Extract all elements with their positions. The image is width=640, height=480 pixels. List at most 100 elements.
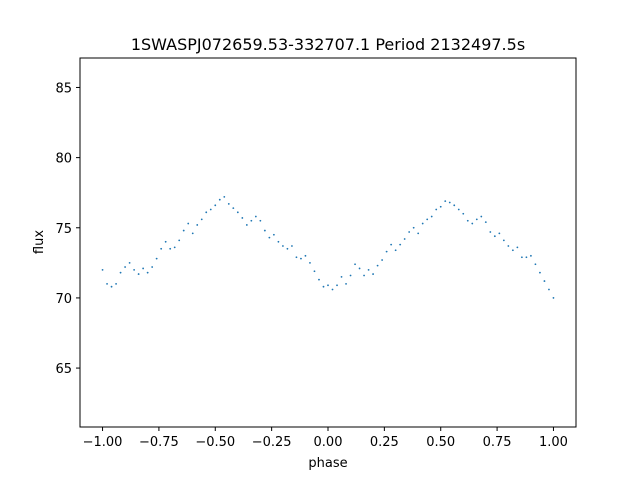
data-point xyxy=(187,222,190,225)
data-point xyxy=(286,247,289,250)
y-tick-label: 85 xyxy=(55,81,72,96)
data-point xyxy=(475,218,478,221)
data-point xyxy=(236,211,239,214)
data-point xyxy=(169,247,172,250)
data-point xyxy=(291,245,293,247)
data-point xyxy=(453,204,456,207)
data-point xyxy=(128,261,131,264)
data-point xyxy=(164,240,167,243)
data-point xyxy=(304,254,307,257)
data-point xyxy=(300,257,302,260)
data-point xyxy=(525,256,528,259)
data-point xyxy=(277,240,280,243)
data-point xyxy=(520,256,523,259)
data-point xyxy=(282,245,284,247)
data-point xyxy=(498,232,501,235)
data-point xyxy=(444,200,447,203)
data-point xyxy=(489,231,492,233)
data-point xyxy=(223,196,226,198)
data-point xyxy=(331,288,334,291)
data-point xyxy=(250,219,253,222)
data-point xyxy=(354,263,356,266)
data-point xyxy=(412,226,415,229)
data-point xyxy=(421,222,424,225)
y-axis: 65 70 75 80 85 xyxy=(55,81,80,377)
data-point xyxy=(394,249,397,252)
data-point xyxy=(146,271,149,274)
data-point xyxy=(466,219,469,222)
data-point xyxy=(435,208,438,211)
x-tick-label: −1.00 xyxy=(83,435,123,450)
data-point xyxy=(539,271,541,274)
data-point xyxy=(173,246,176,249)
data-point xyxy=(142,267,145,270)
data-point xyxy=(155,257,158,260)
data-point xyxy=(493,235,496,238)
chart-title: 1SWASPJ072659.53-332707.1 Period 2132497… xyxy=(131,35,525,54)
data-point xyxy=(227,203,230,205)
data-point xyxy=(457,208,460,211)
data-point xyxy=(390,243,393,246)
data-point xyxy=(340,275,343,278)
data-point xyxy=(336,284,338,287)
data-point xyxy=(385,250,388,253)
data-point xyxy=(218,198,221,201)
data-point xyxy=(322,285,325,288)
data-point xyxy=(417,232,420,235)
data-point xyxy=(101,268,104,271)
data-point xyxy=(372,273,374,275)
data-point xyxy=(119,271,122,274)
data-point xyxy=(124,266,126,268)
data-point xyxy=(182,229,185,232)
x-tick-label: 0.75 xyxy=(483,435,512,450)
data-point xyxy=(502,239,505,242)
data-point xyxy=(137,273,140,275)
data-point xyxy=(381,259,384,261)
data-point xyxy=(160,247,163,250)
data-point xyxy=(480,215,483,218)
data-point xyxy=(259,219,262,222)
data-point xyxy=(151,266,154,268)
data-point xyxy=(439,205,442,208)
data-point xyxy=(313,270,316,273)
data-point xyxy=(214,204,217,207)
data-point xyxy=(232,207,235,210)
data-point xyxy=(367,268,370,271)
data-point xyxy=(448,201,451,204)
x-tick-label: 0.00 xyxy=(314,435,343,450)
x-tick-label: 0.25 xyxy=(370,435,399,450)
data-point xyxy=(548,288,550,291)
data-point xyxy=(507,245,510,247)
data-point xyxy=(200,218,203,221)
y-tick-label: 65 xyxy=(55,362,72,377)
data-point xyxy=(309,261,311,264)
data-point xyxy=(462,212,465,215)
data-point xyxy=(511,249,514,252)
y-tick-label: 70 xyxy=(55,292,72,307)
x-tick-label: −0.50 xyxy=(195,435,235,450)
data-point xyxy=(209,208,212,211)
data-point xyxy=(426,218,429,221)
data-point xyxy=(196,224,199,226)
data-point xyxy=(241,217,244,219)
data-point xyxy=(399,243,402,246)
data-point xyxy=(318,278,320,281)
data-point xyxy=(178,239,181,242)
data-point xyxy=(358,267,361,270)
data-point xyxy=(327,284,329,287)
data-point xyxy=(530,254,532,257)
data-point xyxy=(345,282,347,285)
data-point xyxy=(543,280,546,282)
data-point xyxy=(376,264,379,267)
data-point xyxy=(263,229,266,232)
data-point xyxy=(403,238,406,240)
x-tick-label: −0.75 xyxy=(139,435,179,450)
data-point xyxy=(534,263,537,266)
data-point xyxy=(408,231,411,233)
x-axis-label: phase xyxy=(308,456,347,471)
data-points xyxy=(101,196,555,299)
data-point xyxy=(245,224,248,226)
data-point xyxy=(254,215,257,218)
